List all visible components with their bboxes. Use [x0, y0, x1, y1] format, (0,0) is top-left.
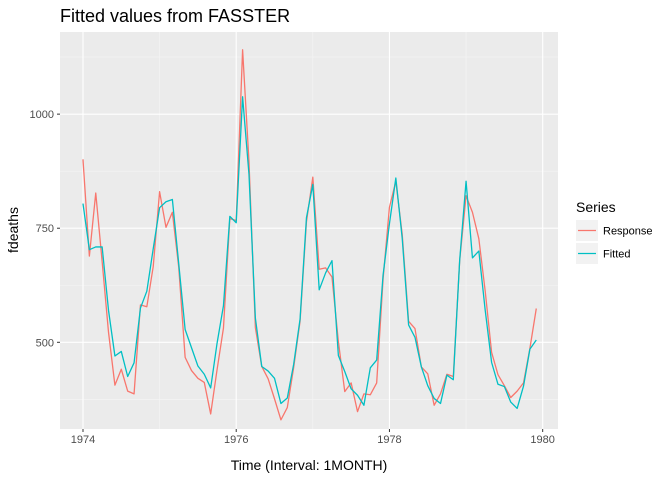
y-tick-label: 1000 [30, 109, 54, 121]
y-tick-label: 750 [36, 223, 54, 235]
x-axis-title: Time (Interval: 1MONTH) [231, 457, 388, 473]
legend-label-fitted: Fitted [603, 249, 631, 261]
x-tick-label: 1974 [71, 434, 95, 446]
x-tick-label: 1976 [224, 434, 248, 446]
grid-major [60, 32, 558, 429]
y-axis-title: fdeaths [5, 207, 21, 253]
axis-ticks [57, 113, 544, 432]
series-lines [82, 49, 537, 421]
y-tick-label: 500 [36, 337, 54, 349]
y-axis-tick-labels: 500 750 1000 [30, 109, 54, 349]
x-tick-label: 1980 [530, 434, 554, 446]
legend: Series Response Fitted [576, 199, 653, 264]
grid-minor [60, 32, 558, 429]
legend-label-response: Response [603, 226, 653, 238]
x-axis-tick-labels: 1974 1976 1978 1980 [71, 434, 555, 446]
chart-title: Fitted values from FASSTER [60, 6, 290, 26]
legend-title: Series [576, 199, 616, 215]
series-line-fitted [82, 96, 537, 410]
x-tick-label: 1978 [377, 434, 401, 446]
plot-panel [60, 32, 558, 429]
